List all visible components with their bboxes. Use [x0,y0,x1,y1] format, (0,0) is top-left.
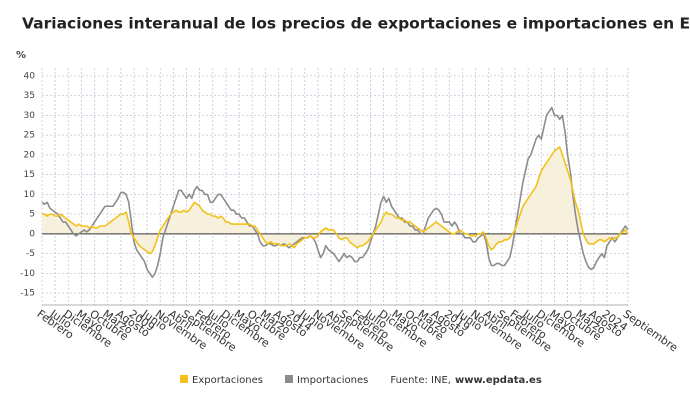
source-label: Fuente: INE, [390,375,451,386]
y-tick-label: -5 [26,249,35,259]
legend-swatch [180,375,188,383]
legend-swatch [284,375,293,383]
y-tick-label: 20 [24,150,36,160]
legend: Exportaciones Importaciones Fuente: INE, ww… [180,375,542,386]
series-line [42,146,629,255]
y-tick-label: 25 [24,131,35,141]
y-unit: % [16,50,26,61]
plot [41,106,629,279]
x-tick-label: Septiembre [621,307,681,354]
grid: 4035302520151050-5-10-15FebreroJulioDici… [20,68,680,355]
y-tick-label: -15 [20,289,35,299]
y-tick-label: 5 [29,210,35,220]
y-tick-label: -10 [20,269,35,279]
y-tick-label: 30 [24,111,36,121]
source-site: www.epdata.es [455,375,542,386]
y-tick-label: 40 [24,71,36,81]
legend-label: Importaciones [297,375,368,386]
series-line [41,106,629,279]
y-tick-label: 10 [24,190,36,200]
y-tick-label: 0 [29,229,35,239]
area-fill [42,147,628,254]
chart-title: Variaciones interanual de los precios de… [22,15,690,33]
legend-label: Exportaciones [192,375,263,386]
y-tick-label: 15 [24,170,35,180]
y-tick-label: 35 [24,91,35,101]
